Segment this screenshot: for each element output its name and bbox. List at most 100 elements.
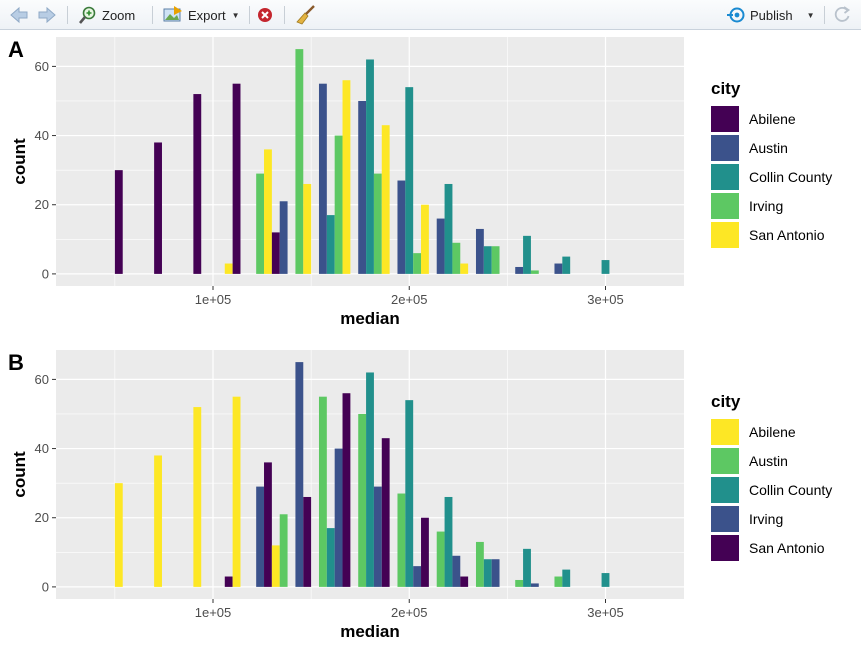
legend-key xyxy=(711,106,739,132)
bar xyxy=(483,559,492,587)
legend-label: San Antonio xyxy=(749,227,825,243)
bar xyxy=(224,576,233,587)
bar xyxy=(523,235,531,274)
export-image-icon xyxy=(163,6,182,22)
bar xyxy=(193,407,202,587)
legend-title: city xyxy=(711,79,741,98)
legend-key xyxy=(711,419,739,445)
plot-toolbar: Zoom Export ▼ Publish ▼ xyxy=(0,0,861,30)
legend-label: Collin County xyxy=(749,482,832,498)
forward-button[interactable] xyxy=(36,4,58,26)
bar xyxy=(114,483,123,587)
chevron-down-icon: ▼ xyxy=(231,10,240,20)
bar xyxy=(318,83,327,274)
publish-icon xyxy=(727,7,745,23)
toolbar-separator xyxy=(67,6,68,24)
toolbar-separator xyxy=(249,6,250,24)
x-tick-label: 2e+05 xyxy=(391,292,428,307)
bar xyxy=(530,270,539,274)
remove-plot-button[interactable] xyxy=(256,4,274,26)
bar xyxy=(436,218,445,274)
x-axis-title: median xyxy=(340,622,400,641)
x-tick-label: 1e+05 xyxy=(195,292,232,307)
y-axis-title: count xyxy=(10,451,29,498)
publish-button[interactable]: Publish ▼ xyxy=(726,4,815,26)
bar xyxy=(373,173,382,274)
y-tick-label: 40 xyxy=(35,441,49,456)
bar xyxy=(256,486,265,587)
x-tick-label: 3e+05 xyxy=(587,292,624,307)
bar xyxy=(491,246,500,274)
back-button[interactable] xyxy=(8,4,30,26)
bar xyxy=(303,496,312,587)
bar xyxy=(460,576,469,587)
bar xyxy=(397,180,406,274)
bar xyxy=(601,260,610,274)
legend-label: Abilene xyxy=(749,424,796,440)
x-tick-label: 3e+05 xyxy=(587,605,624,620)
plot-tag: A xyxy=(8,37,24,62)
bar xyxy=(483,246,492,274)
bar xyxy=(421,517,429,587)
bar xyxy=(256,173,265,274)
refresh-button[interactable] xyxy=(832,4,852,26)
legend-key xyxy=(711,135,739,161)
bar xyxy=(530,583,539,587)
bar xyxy=(444,183,453,274)
export-label: Export xyxy=(188,7,226,23)
bar xyxy=(554,263,563,274)
legend-key xyxy=(711,506,739,532)
bar xyxy=(515,579,524,587)
legend-label: San Antonio xyxy=(749,540,825,556)
bar xyxy=(366,372,374,587)
chevron-down-icon: ▼ xyxy=(806,10,815,20)
bar xyxy=(232,83,241,274)
legend-key xyxy=(711,535,739,561)
bar xyxy=(271,545,280,587)
clear-plots-button[interactable] xyxy=(295,4,317,26)
bar xyxy=(366,59,374,274)
zoom-label: Zoom xyxy=(102,7,136,23)
y-tick-label: 20 xyxy=(35,197,49,212)
bar xyxy=(114,170,123,274)
bar xyxy=(326,528,335,587)
bar xyxy=(373,486,382,587)
zoom-button[interactable]: Zoom xyxy=(78,4,135,26)
y-tick-label: 60 xyxy=(35,59,49,74)
plot-tag: B xyxy=(8,350,24,375)
remove-plot-icon xyxy=(258,8,272,22)
y-tick-label: 0 xyxy=(42,579,49,594)
toolbar-separator xyxy=(824,6,825,24)
bar xyxy=(413,566,422,587)
bar xyxy=(413,253,422,274)
refresh-icon xyxy=(834,6,851,22)
export-button[interactable]: Export ▼ xyxy=(162,4,240,26)
bar xyxy=(562,569,571,587)
bar xyxy=(295,362,304,587)
bar xyxy=(491,559,500,587)
bar xyxy=(342,80,351,274)
legend-key xyxy=(711,477,739,503)
bar xyxy=(264,462,272,587)
legend-label: Austin xyxy=(749,453,788,469)
bar xyxy=(562,256,571,274)
bar xyxy=(515,266,524,274)
bar xyxy=(154,142,162,274)
bar xyxy=(397,493,406,587)
bar xyxy=(232,396,241,587)
legend-key xyxy=(711,222,739,248)
bar xyxy=(303,183,312,274)
legend-label: Austin xyxy=(749,140,788,156)
legend-label: Collin County xyxy=(749,169,832,185)
bar xyxy=(452,242,461,274)
y-tick-label: 40 xyxy=(35,128,49,143)
y-tick-label: 20 xyxy=(35,510,49,525)
legend-title: city xyxy=(711,392,741,411)
legend-label: Abilene xyxy=(749,111,796,127)
bar xyxy=(405,87,414,274)
toolbar-separator xyxy=(152,6,153,24)
bar xyxy=(475,228,484,274)
arrow-right-icon xyxy=(38,6,56,24)
